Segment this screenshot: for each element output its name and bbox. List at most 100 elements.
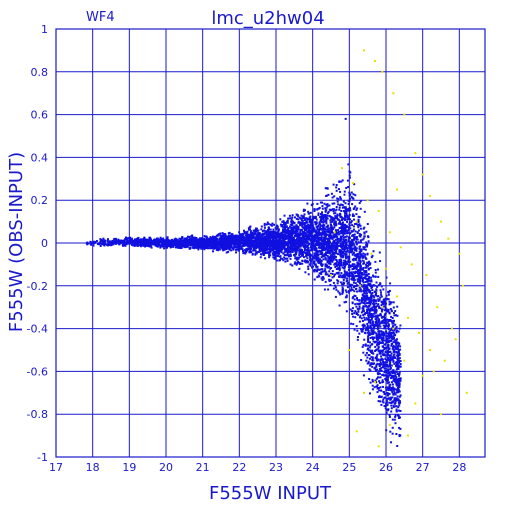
data-point: [378, 336, 381, 339]
data-point: [368, 280, 371, 282]
data-point: [383, 333, 386, 336]
data-point: [344, 216, 347, 219]
data-point: [273, 257, 276, 260]
data-point: [295, 258, 298, 261]
data-point: [392, 404, 395, 407]
data-point: [180, 246, 183, 249]
data-point: [331, 251, 334, 254]
data-point: [377, 336, 380, 339]
data-point: [396, 363, 399, 365]
data-point: [386, 349, 389, 352]
data-point: [259, 242, 262, 245]
data-point: [347, 261, 350, 264]
data-point: [399, 410, 402, 412]
data-point: [342, 261, 345, 264]
data-point: [256, 233, 259, 236]
data-point: [358, 216, 361, 219]
data-point: [320, 221, 323, 223]
data-point: [380, 330, 383, 333]
data-point: [374, 315, 377, 318]
data-point: [359, 282, 361, 285]
data-point: [351, 307, 354, 310]
data-point: [301, 260, 304, 262]
data-point: [291, 264, 294, 267]
data-point: [271, 233, 274, 236]
data-point: [343, 276, 346, 279]
data-point: [369, 369, 372, 372]
data-point: [301, 220, 304, 222]
data-point: [392, 356, 395, 358]
data-point: [290, 232, 293, 235]
data-point: [268, 231, 271, 233]
data-point: [314, 239, 317, 242]
data-point: [383, 305, 385, 308]
data-point: [379, 260, 382, 263]
data-point: [386, 361, 388, 364]
data-point: [189, 237, 191, 240]
data-point: [283, 256, 286, 259]
data-point: [354, 194, 357, 197]
data-point: [367, 273, 370, 275]
data-point: [372, 362, 375, 365]
data-point: [317, 225, 320, 228]
data-point: [159, 244, 162, 247]
data-point: [282, 223, 285, 226]
data-point: [282, 252, 285, 255]
data-point: [146, 243, 149, 246]
data-point: [267, 223, 270, 225]
data-point: [261, 232, 264, 235]
data-point: [359, 200, 362, 203]
data-point: [370, 276, 372, 279]
data-point: [361, 238, 364, 241]
data-point: [397, 368, 400, 370]
data-point: [338, 180, 341, 183]
data-point: [334, 266, 337, 268]
data-point: [381, 331, 384, 334]
data-point: [363, 248, 366, 251]
data-point: [275, 250, 278, 252]
data-point: [191, 234, 194, 237]
data-point: [396, 379, 398, 382]
data-point: [254, 239, 256, 242]
data-point: [319, 262, 322, 265]
data-point: [353, 266, 355, 269]
data-point: [367, 340, 370, 343]
data-point: [259, 256, 262, 259]
data-point: [335, 252, 338, 255]
data-point: [376, 391, 379, 394]
data-point: [305, 227, 308, 230]
data-point: [327, 245, 330, 248]
data-point: [345, 271, 348, 274]
data-point: [132, 239, 135, 242]
data-point: [339, 274, 342, 277]
data-point: [337, 203, 340, 206]
data-point: [326, 187, 329, 190]
data-point: [356, 271, 359, 274]
data-point: [291, 244, 294, 247]
data-point: [369, 302, 372, 305]
data-point: [308, 258, 311, 261]
data-point: [375, 302, 378, 305]
data-point: [378, 381, 381, 384]
data-point: [313, 217, 316, 220]
data-point: [386, 375, 389, 377]
data-point: [277, 228, 280, 231]
data-point: [333, 251, 336, 254]
data-point: [389, 308, 392, 310]
data-point: [243, 252, 246, 254]
data-point: [302, 222, 305, 225]
data-point: [395, 388, 398, 391]
data-point: [99, 245, 102, 247]
data-point: [261, 251, 264, 254]
data-point: [332, 257, 335, 260]
data-point: [381, 379, 384, 382]
data-point: [362, 252, 365, 255]
data-point: [329, 250, 332, 252]
data-point: [396, 384, 399, 387]
data-point: [298, 254, 301, 257]
data-point: [389, 282, 392, 285]
data-point: [295, 246, 298, 249]
data-point: [356, 302, 359, 305]
data-point: [353, 290, 356, 293]
data-point: [360, 290, 363, 293]
